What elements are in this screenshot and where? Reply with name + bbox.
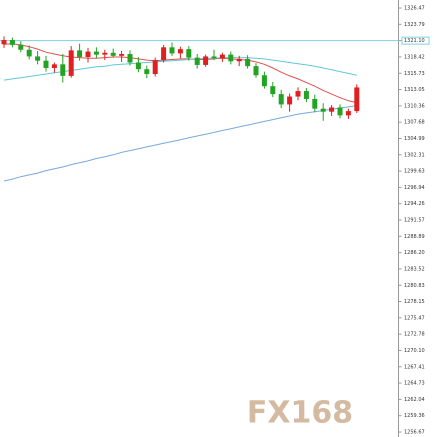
y-tick-label: 1315.73 [404, 71, 425, 77]
candle-body [85, 51, 91, 58]
y-tick-label: 1321.10 [404, 38, 425, 44]
candle-body [337, 107, 343, 116]
candle-body [245, 58, 251, 67]
y-tick-label: 1259.36 [404, 413, 425, 419]
y-tick-label: 1294.26 [404, 201, 425, 207]
moving-average [3, 105, 357, 182]
candle-body [60, 64, 66, 76]
candle-body [345, 111, 351, 116]
candle-body [102, 52, 108, 55]
y-tick-label: 1288.89 [404, 234, 425, 240]
candle-body [35, 56, 41, 61]
candle-body [211, 56, 217, 59]
y-tick-label: 1280.83 [404, 283, 425, 289]
y-tick-label: 1326.47 [404, 6, 425, 12]
candle-body [127, 54, 133, 63]
candle-body [144, 69, 150, 75]
candle-body [68, 50, 74, 76]
y-tick-label: 1267.41 [404, 364, 425, 370]
candle-body [177, 49, 183, 54]
candle-body [354, 87, 360, 112]
candle-body [253, 66, 259, 76]
candle-body [261, 75, 267, 87]
candle-body [169, 47, 175, 54]
candle-body [43, 60, 49, 68]
candle-body [278, 94, 284, 105]
candle-body [287, 96, 293, 105]
candle-body [295, 91, 301, 97]
candle-body [77, 50, 83, 58]
candle-body [236, 58, 242, 62]
candle-body [228, 54, 234, 62]
y-tick-label: 1304.99 [404, 136, 425, 142]
candle-body [329, 107, 335, 112]
y-tick-label: 1318.42 [404, 54, 425, 60]
candle-body [161, 47, 167, 61]
candle-body [270, 86, 276, 95]
candle-body [320, 108, 326, 112]
y-tick-label: 1286.20 [404, 250, 425, 256]
y-tick-label: 1270.10 [404, 348, 425, 354]
y-tick-label: 1299.63 [404, 169, 425, 175]
candle-body [135, 62, 141, 70]
y-tick-label: 1310.36 [404, 103, 425, 109]
y-tick-label: 1275.47 [404, 315, 425, 321]
watermark: FX168 [247, 396, 353, 431]
tick-highlight [401, 36, 430, 45]
candle-body [110, 52, 116, 56]
y-tick-label: 1302.31 [404, 152, 425, 158]
y-tick-label: 1272.78 [404, 332, 425, 338]
candle-body [303, 91, 309, 99]
y-tick-label: 1264.73 [404, 381, 425, 387]
candle-body [186, 49, 192, 58]
candle-body [152, 60, 158, 75]
y-tick-label: 1323.79 [404, 22, 425, 28]
candle-body [18, 44, 24, 50]
candle-body [26, 49, 32, 57]
candle-body [219, 54, 225, 59]
y-tick-label: 1291.57 [404, 218, 425, 224]
candle-body [51, 64, 57, 68]
candle-body [119, 54, 125, 56]
y-tick-label: 1307.68 [404, 120, 425, 126]
candle-body [203, 56, 209, 65]
y-tick-label: 1278.15 [404, 299, 425, 305]
candle-body [194, 57, 200, 65]
candle-body [9, 40, 15, 45]
candle-body [1, 40, 7, 45]
y-tick-label: 1256.67 [404, 430, 425, 436]
y-tick-label: 1296.94 [404, 185, 425, 191]
y-tick-label: 1262.04 [404, 397, 425, 403]
candle-body [312, 98, 318, 109]
candle-body [93, 51, 99, 55]
y-tick-label: 1313.05 [404, 87, 425, 93]
y-tick-label: 1283.52 [404, 266, 425, 272]
